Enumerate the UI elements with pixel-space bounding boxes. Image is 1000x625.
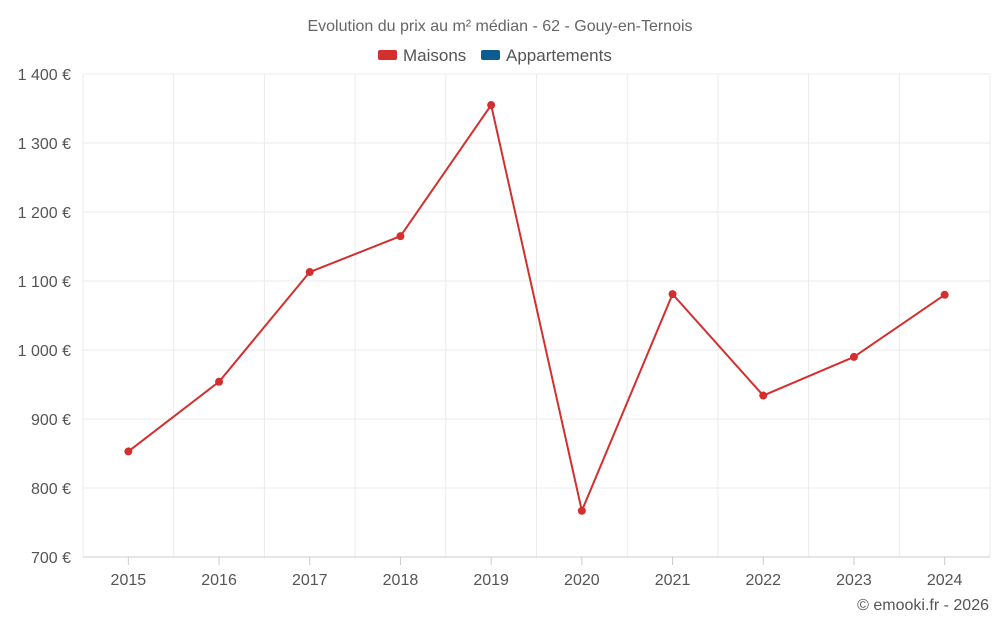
y-tick-label: 1 300 €: [18, 136, 71, 153]
data-point-maisons-2024[interactable]: [940, 290, 949, 299]
data-point-maisons-2017[interactable]: [305, 268, 314, 277]
x-tick-label: 2023: [836, 572, 872, 589]
legend-item-appartements[interactable]: Appartements: [481, 46, 612, 65]
y-tick-label: 700 €: [31, 550, 71, 567]
chart-title: Evolution du prix au m² médian - 62 - Go…: [307, 18, 692, 35]
y-tick-label: 1 200 €: [18, 205, 71, 222]
x-tick-label: 2020: [564, 572, 600, 589]
x-tick-label: 2022: [745, 572, 781, 589]
legend-swatch-maisons: [378, 50, 397, 60]
legend-label-maisons: Maisons: [403, 46, 466, 65]
series-maisons: [124, 101, 949, 515]
x-tick-label: 2016: [201, 572, 237, 589]
x-axis-tick-labels: 2015 2016 2017 2018 2019 2020 2021 2022 2023 2024: [111, 572, 963, 589]
axes: [83, 556, 990, 565]
data-point-maisons-2022[interactable]: [759, 391, 768, 400]
y-tick-label: 900 €: [31, 412, 71, 429]
legend-swatch-appartements: [481, 50, 500, 60]
y-tick-label: 1 100 €: [18, 274, 71, 291]
x-tick-label: 2021: [655, 572, 691, 589]
credit-text: © emooki.fr - 2026: [857, 597, 989, 614]
x-tick-label: 2018: [383, 572, 419, 589]
x-tick-label: 2017: [292, 572, 328, 589]
grid: [82, 73, 991, 558]
data-point-maisons-2016[interactable]: [215, 377, 224, 386]
x-tick-label: 2015: [111, 572, 147, 589]
data-point-maisons-2023[interactable]: [849, 352, 858, 361]
data-point-maisons-2015[interactable]: [124, 447, 133, 456]
y-tick-label: 800 €: [31, 481, 71, 498]
x-tick-label: 2024: [927, 572, 963, 589]
y-tick-label: 1 400 €: [18, 67, 71, 84]
y-axis-tick-labels: 700 € 800 € 900 € 1 000 € 1 100 € 1 200 € 1 30…: [18, 67, 71, 567]
data-point-maisons-2019[interactable]: [487, 101, 496, 110]
x-tick-label: 2019: [473, 572, 509, 589]
data-point-maisons-2018[interactable]: [396, 232, 405, 241]
data-point-maisons-2020[interactable]: [577, 506, 586, 515]
legend: Maisons Appartements: [378, 46, 612, 65]
legend-item-maisons[interactable]: Maisons: [378, 46, 466, 65]
series-line-maisons: [127, 104, 946, 512]
y-tick-label: 1 000 €: [18, 343, 71, 360]
legend-label-appartements: Appartements: [506, 46, 612, 65]
data-point-maisons-2021[interactable]: [668, 290, 677, 299]
